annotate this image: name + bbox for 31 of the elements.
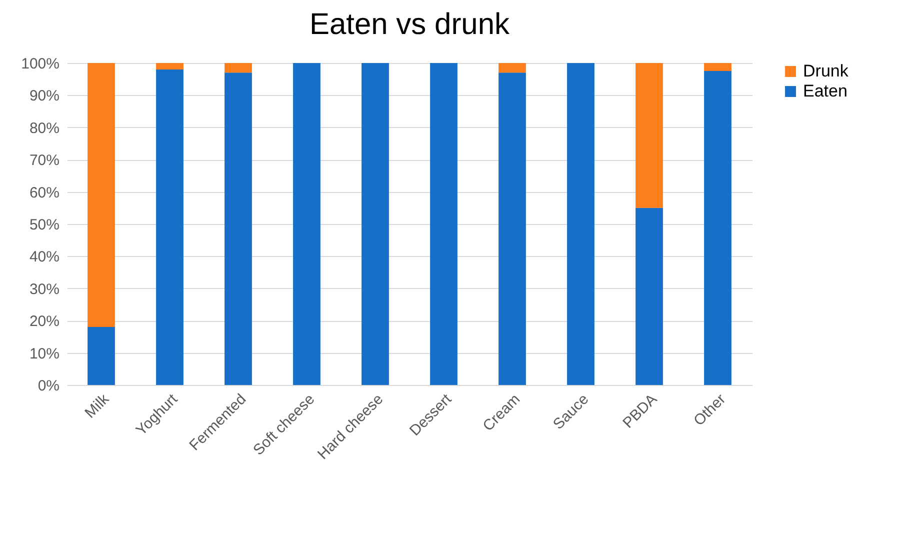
bar bbox=[224, 63, 252, 73]
legend-label: Drunk bbox=[803, 62, 849, 80]
bar bbox=[430, 63, 458, 385]
y-tick-label: 60% bbox=[29, 184, 60, 202]
bar bbox=[704, 71, 732, 385]
y-tick-label: 0% bbox=[38, 378, 60, 394]
y-tick-label: 50% bbox=[29, 216, 60, 234]
bar bbox=[498, 63, 526, 73]
y-tick-label: 80% bbox=[29, 120, 60, 137]
bar bbox=[88, 63, 115, 328]
y-tick-label: 100% bbox=[21, 56, 60, 72]
x-tick-label: Milk bbox=[82, 390, 113, 422]
y-tick-label: 20% bbox=[29, 313, 60, 330]
y-tick-label: 10% bbox=[29, 345, 60, 362]
bar bbox=[636, 63, 663, 208]
bar bbox=[156, 63, 184, 70]
bar bbox=[88, 327, 115, 385]
y-tick-label: 40% bbox=[29, 248, 60, 266]
y-tick-label: 90% bbox=[29, 88, 60, 105]
bar bbox=[704, 63, 732, 72]
bar bbox=[156, 69, 184, 385]
bar bbox=[362, 63, 389, 385]
bar bbox=[498, 72, 526, 385]
chart-title: Eaten vs drunk bbox=[309, 8, 511, 41]
bar bbox=[293, 63, 320, 385]
bar bbox=[224, 72, 252, 385]
y-tick-label: 70% bbox=[29, 152, 60, 170]
y-tick-label: 30% bbox=[29, 280, 60, 298]
bar bbox=[567, 63, 594, 385]
legend-label: Eaten bbox=[803, 82, 848, 100]
bar bbox=[636, 208, 663, 385]
